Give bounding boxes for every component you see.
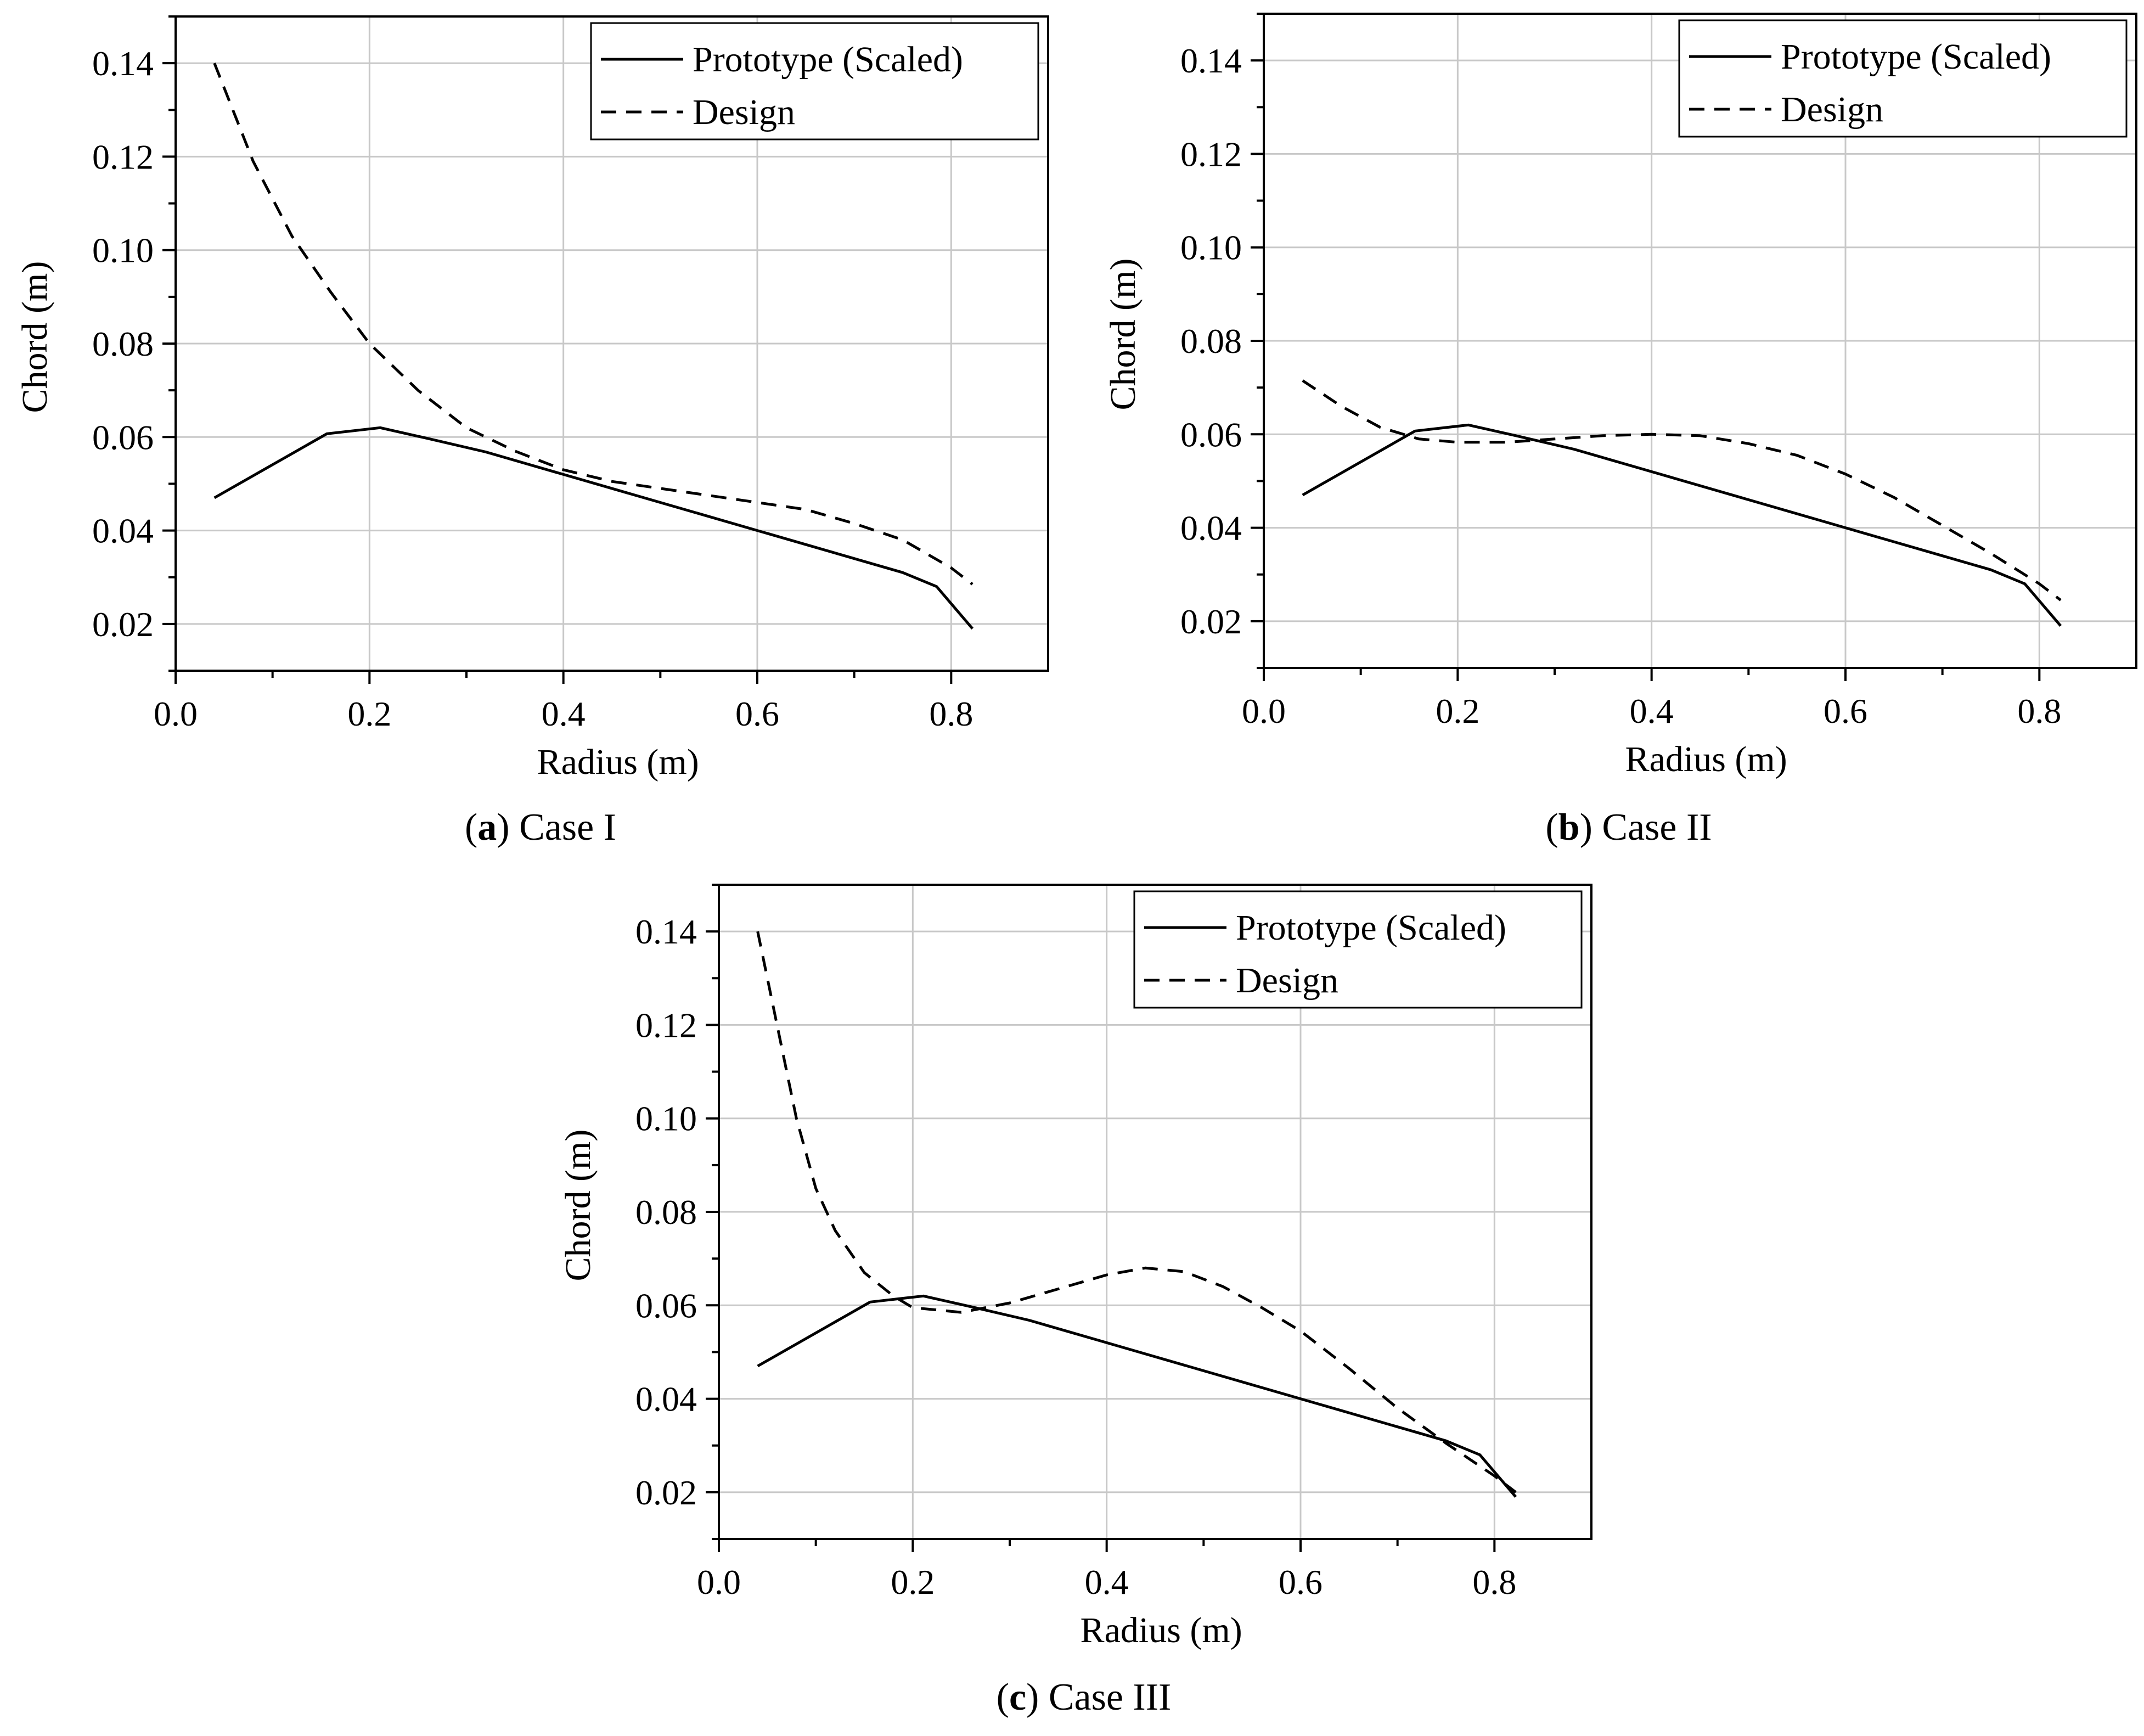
x-tick-label: 0.8 (1472, 1563, 1516, 1602)
caption-open-paren: ( (997, 1676, 1009, 1718)
caption-close-paren: ) (1026, 1676, 1049, 1718)
legend-box (1133, 890, 1583, 1009)
x-tick-label: 0.4 (542, 694, 586, 733)
y-tick-label: 0.06 (635, 1286, 697, 1325)
y-axis-title: Chord (m) (15, 261, 55, 413)
legend-label: Design (1781, 89, 1883, 130)
panel-caption: (a) Case I (465, 806, 616, 849)
y-tick-label: 0.10 (1180, 228, 1242, 267)
chart-panel-case-ii: 0.0 0.2 0.4 0.6 0.8 0.02 0.04 0.06 0.08 0.10 0.12 0… (1103, 13, 2137, 849)
caption-letter: c (1009, 1676, 1026, 1718)
caption-letter: b (1558, 806, 1580, 849)
legend-box (590, 22, 1039, 141)
caption-title: Case II (1602, 806, 1712, 849)
y-tick-label: 0.06 (1180, 415, 1242, 454)
x-tick-label: 0.6 (735, 694, 779, 733)
y-tick-label: 0.12 (92, 137, 154, 176)
series-line-prototype-scaled (757, 1294, 1517, 1498)
panel-caption: (c) Case III (997, 1676, 1172, 1718)
series-line-prototype-scaled (213, 426, 974, 630)
caption-open-paren: ( (465, 806, 477, 849)
legend-box (1678, 19, 2128, 138)
x-tick-label: 0.0 (697, 1563, 741, 1602)
caption-title: Case I (519, 806, 616, 849)
y-tick-label: 0.02 (635, 1473, 697, 1512)
y-tick-label: 0.08 (635, 1193, 697, 1232)
y-tick-label: 0.12 (1180, 134, 1242, 173)
caption-title: Case III (1049, 1676, 1172, 1718)
x-tick-label: 0.8 (2017, 692, 2061, 731)
x-tick-label: 0.6 (1279, 1563, 1323, 1602)
legend-label: Prototype (Scaled) (1781, 37, 2051, 77)
series-line-prototype-scaled (1302, 423, 2062, 627)
y-tick-label: 0.02 (1180, 602, 1242, 641)
x-axis-title: Radius (m) (1625, 739, 1787, 779)
y-tick-label: 0.12 (635, 1005, 697, 1044)
x-tick-label: 0.2 (1436, 692, 1479, 731)
y-tick-label: 0.14 (1180, 41, 1242, 80)
legend-label: Prototype (Scaled) (1236, 908, 1506, 948)
y-tick-label: 0.04 (92, 512, 154, 550)
x-tick-label: 0.2 (347, 694, 391, 733)
y-axis-title: Chord (m) (1103, 259, 1143, 411)
x-tick-label: 0.6 (1824, 692, 1867, 731)
x-tick-label: 0.4 (1630, 692, 1674, 731)
chart-panel-case-i: 0.0 0.2 0.4 0.6 0.8 0.02 0.04 0.06 0.08 0.10 0.12 0… (15, 15, 1049, 849)
x-tick-label: 0.4 (1085, 1563, 1129, 1602)
legend-label: Design (1236, 960, 1338, 1001)
y-tick-label: 0.14 (92, 44, 154, 83)
y-tick-label: 0.08 (1180, 322, 1242, 361)
x-tick-label: 0.8 (929, 694, 973, 733)
legend-label: Prototype (Scaled) (693, 40, 963, 80)
chart-panel-case-iii: 0.0 0.2 0.4 0.6 0.8 0.02 0.04 0.06 0.08 0.10 0.12 0… (558, 884, 1592, 1718)
series-line-design (756, 931, 1517, 1493)
panel-caption: (b) Case II (1545, 806, 1712, 849)
x-axis-title: Radius (m) (537, 742, 699, 782)
y-tick-label: 0.04 (1180, 509, 1242, 548)
caption-open-paren: ( (1545, 806, 1558, 849)
caption-close-paren: ) (1580, 806, 1602, 849)
y-tick-label: 0.10 (92, 231, 154, 270)
legend-label: Design (693, 92, 795, 132)
x-tick-label: 0.0 (1242, 692, 1286, 731)
x-tick-label: 0.0 (154, 694, 198, 733)
y-tick-label: 0.10 (635, 1099, 697, 1138)
x-tick-label: 0.2 (891, 1563, 935, 1602)
y-tick-label: 0.02 (92, 605, 154, 644)
caption-letter: a (477, 806, 497, 849)
y-tick-label: 0.06 (92, 418, 154, 457)
series-line-design (1302, 379, 2062, 602)
y-tick-label: 0.04 (635, 1380, 697, 1419)
y-axis-title: Chord (m) (558, 1130, 598, 1282)
series-line-design (213, 63, 973, 586)
caption-close-paren: ) (497, 806, 519, 849)
y-tick-label: 0.08 (92, 324, 154, 363)
x-axis-title: Radius (m) (1081, 1610, 1242, 1650)
y-tick-label: 0.14 (635, 912, 697, 951)
